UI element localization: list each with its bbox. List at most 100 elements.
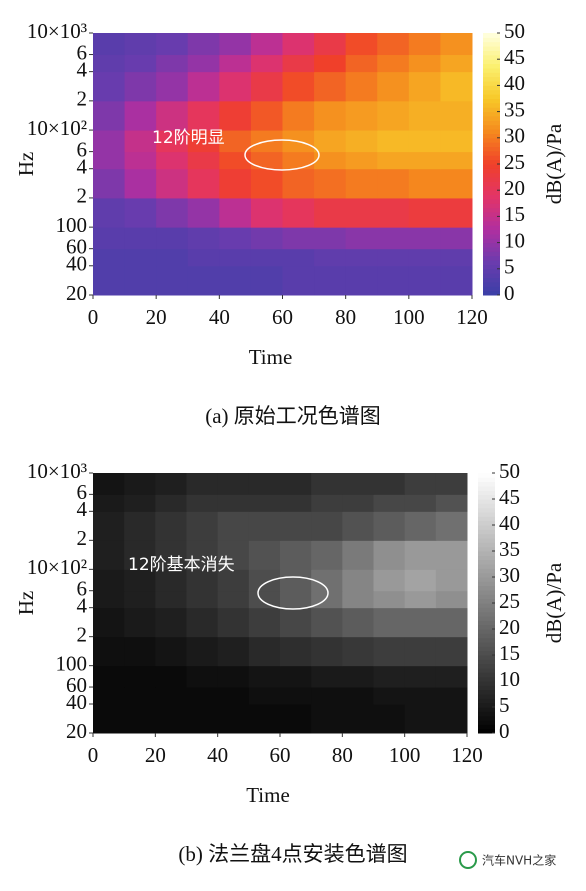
colorbar-segment xyxy=(478,642,495,647)
heat-cell xyxy=(280,665,312,688)
colorbar-segment xyxy=(478,720,495,725)
heat-cell xyxy=(311,607,343,638)
colorbar-segment xyxy=(478,620,495,626)
colorbar-tick-label: 5 xyxy=(504,255,515,279)
heat-cell xyxy=(440,168,473,199)
heat-cell xyxy=(440,33,473,56)
heat-cell xyxy=(311,665,343,688)
colorbar-segment xyxy=(483,120,500,126)
heat-cell xyxy=(124,227,157,250)
heat-cell xyxy=(124,71,157,102)
caption: (a) 原始工况色谱图 xyxy=(205,404,381,428)
colorbar-segment xyxy=(483,212,500,217)
heat-cell xyxy=(124,248,157,267)
colorbar-tick-label: 50 xyxy=(504,19,525,43)
heat-cell xyxy=(440,130,473,153)
colorbar-segment xyxy=(478,533,495,539)
colorbar-segment xyxy=(483,164,500,169)
colorbar-tick-label: 45 xyxy=(499,485,520,509)
heat-cell xyxy=(187,130,220,153)
charts: 0 20 40 60 80 100 12020406010024610×10²24610×1… xyxy=(14,19,566,866)
heat-cell xyxy=(440,151,473,170)
colorbar-segment xyxy=(478,564,495,569)
colorbar-segment xyxy=(478,590,495,595)
colorbar-segment xyxy=(478,525,495,530)
heat-cell xyxy=(342,540,374,570)
colorbar-segment xyxy=(478,629,495,634)
colorbar-segment xyxy=(478,555,495,561)
heat-cell xyxy=(342,636,374,667)
x-tick-label: 120 xyxy=(456,305,488,329)
y-axis-label: Hz xyxy=(14,591,38,616)
heat-cell xyxy=(373,569,406,592)
heat-cell xyxy=(124,665,156,688)
colorbar-segment xyxy=(483,273,500,279)
heat-cell xyxy=(377,100,410,131)
x-tick-label: 60 xyxy=(272,305,293,329)
heat-cell xyxy=(280,494,312,512)
heat-cell xyxy=(342,494,374,512)
heat-cell xyxy=(124,607,156,638)
heat-cell xyxy=(408,54,441,73)
heat-cell xyxy=(282,151,315,170)
heat-cell xyxy=(124,151,157,170)
heat-cell xyxy=(217,607,250,638)
colorbar-segment xyxy=(483,194,500,200)
heat-cell xyxy=(404,636,437,667)
heat-cell xyxy=(404,590,437,609)
x-tick-label: 0 xyxy=(88,305,99,329)
colorbar-segment xyxy=(478,707,495,712)
heat-cell xyxy=(377,265,410,296)
heat-cell xyxy=(124,687,156,705)
colorbar-segment xyxy=(478,572,495,578)
heat-cell xyxy=(217,590,250,609)
colorbar-segment xyxy=(483,54,500,60)
heat-cell xyxy=(311,540,343,570)
heat-cell xyxy=(250,227,283,250)
heat-cell xyxy=(314,248,347,267)
y-tick-label: 2 xyxy=(77,622,88,646)
colorbar-segment xyxy=(478,529,495,535)
colorbar-segment xyxy=(483,225,500,230)
heat-cell xyxy=(248,473,281,495)
colorbar-segment xyxy=(483,102,500,108)
heat-cell xyxy=(404,687,437,705)
colorbar-segment xyxy=(483,281,500,287)
colorbar-segment xyxy=(478,490,495,496)
heat-cell xyxy=(282,168,315,199)
colorbar-segment xyxy=(478,616,495,621)
colorbar-segment xyxy=(483,181,500,187)
heat-cell xyxy=(311,636,343,667)
x-tick-label: 100 xyxy=(393,305,425,329)
colorbar-segment xyxy=(483,107,500,113)
y-tick-label: 10×10³ xyxy=(27,19,87,43)
heat-cell xyxy=(219,130,252,153)
colorbar-segment xyxy=(478,486,495,491)
heat-cell xyxy=(93,33,126,56)
y-tick-label: 4 xyxy=(77,593,88,617)
colorbar-tick-label: 50 xyxy=(499,459,520,483)
heat-cell xyxy=(217,636,250,667)
heat-cell xyxy=(345,197,378,228)
colorbar-segment xyxy=(478,655,495,660)
colorbar-segment xyxy=(483,33,500,38)
heat-cell xyxy=(155,704,187,734)
colorbar-tick-label: 10 xyxy=(504,228,525,252)
colorbar-segment xyxy=(483,146,500,152)
annotation-ellipse xyxy=(244,139,320,171)
heat-cell xyxy=(248,511,281,541)
heat-cell xyxy=(311,569,343,592)
y-tick-label: 20 xyxy=(66,281,87,305)
heat-cell xyxy=(250,168,283,199)
heat-cell xyxy=(187,100,220,131)
heat-cell xyxy=(280,607,312,638)
colorbar-tick-label: 15 xyxy=(504,202,525,226)
colorbar-segment xyxy=(483,268,500,274)
y-tick-label: 6 xyxy=(77,137,88,161)
colorbar-segment xyxy=(478,702,495,708)
colorbar-tick-label: 20 xyxy=(504,176,525,200)
annotation: 12阶基本消失 xyxy=(128,555,235,575)
heat-cell xyxy=(187,71,220,102)
colorbar-segment xyxy=(478,538,495,543)
